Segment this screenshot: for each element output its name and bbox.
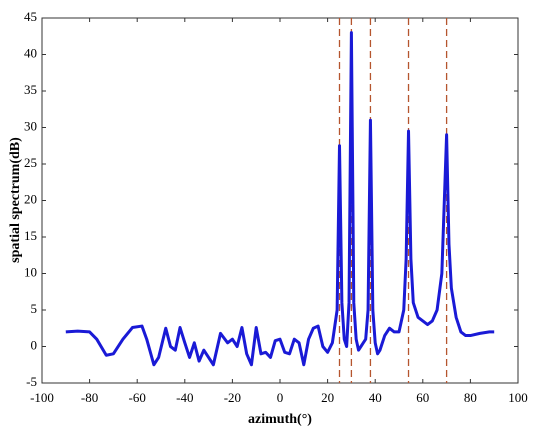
x-axis-label: azimuth(°) <box>248 412 312 427</box>
x-tick-label: -60 <box>129 390 146 405</box>
y-tick-label: 15 <box>24 228 37 243</box>
y-tick-label: 30 <box>24 118 37 133</box>
y-tick-label: 25 <box>24 155 37 170</box>
x-tick-label: 60 <box>416 390 429 405</box>
x-tick-label: 40 <box>369 390 382 405</box>
y-axis-label: spatial spectrum(dB) <box>8 137 23 263</box>
spectrum-line <box>65 31 495 367</box>
y-tick-label: 0 <box>31 337 38 352</box>
y-tick-label: 20 <box>24 191 37 206</box>
y-tick-label: 10 <box>24 264 37 279</box>
x-tick-label: -80 <box>81 390 98 405</box>
y-tick-label: -5 <box>26 374 37 389</box>
y-tick-label: 45 <box>24 9 37 24</box>
y-tick-label: 5 <box>31 301 38 316</box>
x-tick-label: 20 <box>321 390 334 405</box>
x-tick-label: -20 <box>224 390 241 405</box>
x-tick-label: 80 <box>464 390 477 405</box>
y-tick-label: 35 <box>24 82 37 97</box>
y-tick-label: 40 <box>24 45 37 60</box>
x-tick-label: -100 <box>30 390 54 405</box>
x-tick-label: 0 <box>277 390 284 405</box>
x-tick-label: 100 <box>508 390 528 405</box>
x-tick-label: -40 <box>176 390 193 405</box>
